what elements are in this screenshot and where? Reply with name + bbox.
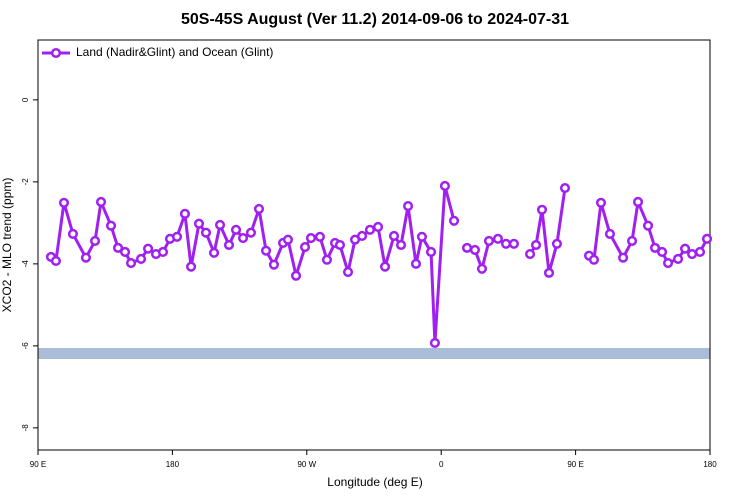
data-point	[525, 248, 536, 260]
data-point	[105, 220, 117, 231]
data-point	[95, 196, 107, 207]
data-point	[694, 246, 706, 258]
data-point	[632, 196, 644, 207]
x-tick-label: 180	[703, 460, 717, 469]
data-point	[410, 258, 422, 269]
data-point	[364, 224, 376, 235]
data-point	[662, 257, 674, 269]
data-point	[429, 337, 440, 349]
data-point	[618, 252, 629, 263]
data-point	[299, 242, 311, 253]
data-point	[268, 259, 279, 270]
data-point	[492, 233, 503, 244]
data-point	[508, 238, 519, 249]
data-point	[672, 253, 684, 264]
data-point	[253, 203, 265, 214]
data-point	[687, 248, 698, 260]
x-axis-label: Longitude (deg E)	[327, 475, 422, 489]
data-point	[112, 242, 124, 253]
data-point	[67, 228, 78, 239]
data-point	[143, 243, 154, 254]
y-tick-label: 0	[21, 97, 30, 102]
x-tick-label: 90 E	[567, 460, 583, 469]
data-point	[157, 246, 169, 258]
data-point	[357, 230, 368, 242]
y-axis-label: XCO2 - MLO trend (ppm)	[0, 178, 14, 313]
data-point	[50, 255, 61, 267]
data-point	[80, 252, 91, 263]
data-point	[476, 263, 488, 274]
data-point	[305, 232, 317, 244]
data-point	[193, 218, 205, 229]
data-point	[536, 204, 548, 215]
plot-frame	[37, 39, 711, 451]
data-line	[50, 185, 709, 344]
data-point	[649, 242, 661, 253]
data-point	[200, 227, 212, 238]
data-point	[372, 221, 384, 233]
x-tick-label: 180	[166, 460, 180, 469]
data-point	[439, 180, 450, 192]
data-point	[186, 261, 197, 272]
legend-label: Land (Nadir&Glint) and Ocean (Glint)	[76, 45, 273, 59]
x-tick-label: 90 W	[297, 460, 316, 469]
data-point	[334, 239, 346, 251]
band	[38, 348, 710, 359]
data-point	[425, 246, 437, 258]
data-point	[314, 231, 325, 242]
data-point	[551, 238, 562, 249]
data-point	[120, 246, 131, 258]
data-point	[342, 267, 354, 278]
data-point	[657, 246, 668, 258]
data-point	[290, 270, 302, 281]
data-point	[89, 235, 101, 246]
data-point	[626, 235, 638, 246]
data-point	[260, 245, 272, 256]
data-point	[388, 230, 400, 242]
data-point	[214, 219, 226, 230]
data-point	[448, 215, 460, 226]
data-point	[559, 182, 571, 194]
data-point	[416, 231, 427, 242]
x-tick-label: 0	[439, 460, 444, 469]
data-point	[282, 234, 294, 245]
data-point	[125, 257, 137, 269]
y-tick-label: -8	[21, 424, 30, 432]
data-point	[500, 238, 512, 249]
data-point	[483, 235, 495, 246]
data-point	[469, 244, 480, 255]
data-point	[245, 227, 256, 238]
y-tick-label: -2	[21, 178, 30, 186]
data-point	[588, 254, 600, 265]
data-point	[595, 197, 607, 208]
data-point	[543, 267, 555, 278]
data-point	[171, 231, 183, 242]
data-point	[230, 224, 242, 235]
data-point	[461, 242, 473, 253]
data-point	[642, 220, 654, 231]
legend-marker	[50, 47, 62, 59]
data-point	[237, 232, 249, 244]
x-tick-label: 90 E	[30, 460, 46, 469]
data-point	[223, 239, 235, 251]
chart-title: 50S-45S August (Ver 11.2) 2014-09-06 to …	[181, 11, 569, 28]
data-point	[701, 233, 713, 244]
data-point	[179, 208, 190, 219]
data-point	[402, 201, 414, 212]
data-point	[395, 239, 407, 251]
data-point	[530, 239, 542, 251]
data-point	[380, 261, 391, 272]
data-point	[680, 243, 691, 254]
data-point	[321, 254, 333, 265]
y-tick-label: -4	[21, 260, 30, 268]
data-point	[604, 228, 615, 239]
data-point	[58, 197, 70, 208]
data-point	[135, 253, 147, 264]
data-point	[209, 247, 220, 258]
y-tick-label: -6	[21, 342, 30, 350]
